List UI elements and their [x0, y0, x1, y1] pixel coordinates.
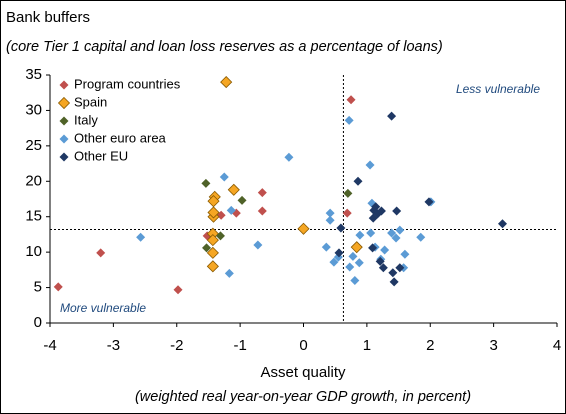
data-point [215, 231, 225, 241]
legend-marker [59, 80, 69, 90]
x-axis-sublabel: (weighted real year-on-year GDP growth, … [135, 389, 471, 405]
data-point [378, 263, 388, 273]
y-tick-label: 5 [34, 279, 42, 296]
x-tick-label: 4 [553, 337, 561, 354]
data-point [395, 225, 405, 235]
data-point [321, 242, 331, 252]
data-point [368, 243, 378, 253]
data-point [355, 230, 365, 240]
data-point [173, 285, 183, 295]
y-tick-label: 30 [25, 101, 42, 118]
x-axis-label: Asset quality [260, 364, 346, 381]
x-tick-label: 2 [426, 337, 434, 354]
data-point [297, 222, 310, 235]
data-point [375, 256, 385, 266]
data-point [348, 251, 358, 261]
legend-marker [59, 152, 69, 162]
data-point [227, 183, 240, 196]
data-point [96, 248, 106, 258]
x-tick-label: -3 [107, 337, 120, 354]
chart-subtitle: (core Tier 1 capital and loan loss reser… [6, 39, 443, 55]
data-point [371, 202, 381, 212]
data-point [206, 234, 219, 247]
data-point [346, 95, 356, 105]
y-tick-label: 20 [25, 172, 42, 189]
x-tick-label: 0 [299, 337, 307, 354]
data-point [207, 206, 220, 219]
data-point [350, 275, 360, 285]
data-point [206, 246, 219, 259]
data-point [53, 282, 63, 292]
data-point [342, 208, 352, 218]
data-point [343, 188, 353, 198]
x-tick-label: -4 [43, 337, 56, 354]
data-point [354, 258, 364, 268]
data-point [224, 268, 234, 278]
data-point [353, 176, 363, 186]
data-point [136, 232, 146, 242]
y-tick-label: 0 [34, 314, 42, 331]
data-point [344, 115, 354, 125]
data-point [237, 195, 247, 205]
data-point [206, 260, 219, 273]
data-point [387, 228, 397, 238]
data-point [325, 215, 335, 225]
legend-label: Spain [74, 94, 107, 109]
y-tick-label: 25 [25, 137, 42, 154]
annotation: Less vulnerable [456, 82, 540, 96]
legend-marker [57, 96, 71, 110]
legend-marker [59, 116, 69, 126]
annotation: More vulnerable [60, 301, 146, 315]
data-point [395, 263, 405, 273]
legend-label: Other euro area [74, 130, 167, 145]
data-point [257, 188, 267, 198]
data-point [380, 245, 390, 255]
x-tick-label: -1 [233, 337, 246, 354]
data-point [388, 268, 398, 278]
data-point [329, 257, 339, 267]
legend-label: Program countries [74, 76, 181, 91]
legend-label: Other EU [74, 148, 128, 163]
data-point [366, 228, 376, 238]
data-point [365, 160, 375, 170]
x-tick-label: 1 [363, 337, 371, 354]
data-point [387, 111, 397, 121]
data-point [284, 152, 294, 162]
data-point [350, 241, 363, 254]
data-point [376, 206, 386, 216]
legend-label: Italy [74, 112, 98, 127]
legend-marker [59, 134, 69, 144]
chart-title: Bank buffers [6, 9, 90, 26]
data-point [336, 223, 346, 233]
data-point [391, 233, 401, 243]
data-point [219, 172, 229, 182]
data-point [202, 243, 212, 253]
data-point [389, 277, 399, 287]
y-tick-label: 35 [25, 66, 42, 83]
data-point [226, 205, 236, 215]
data-point [392, 206, 402, 216]
data-point [416, 232, 426, 242]
data-point [424, 197, 434, 207]
x-tick-label: -2 [170, 337, 183, 354]
data-point [253, 240, 263, 250]
data-point [325, 208, 335, 218]
data-point [345, 262, 355, 272]
data-point [257, 206, 267, 216]
data-point [497, 219, 507, 229]
data-point [334, 248, 344, 258]
x-tick-label: 3 [489, 337, 497, 354]
y-tick-label: 10 [25, 243, 42, 260]
data-point [201, 178, 211, 188]
y-tick-label: 15 [25, 208, 42, 225]
data-point [220, 76, 233, 89]
data-point [400, 249, 410, 259]
